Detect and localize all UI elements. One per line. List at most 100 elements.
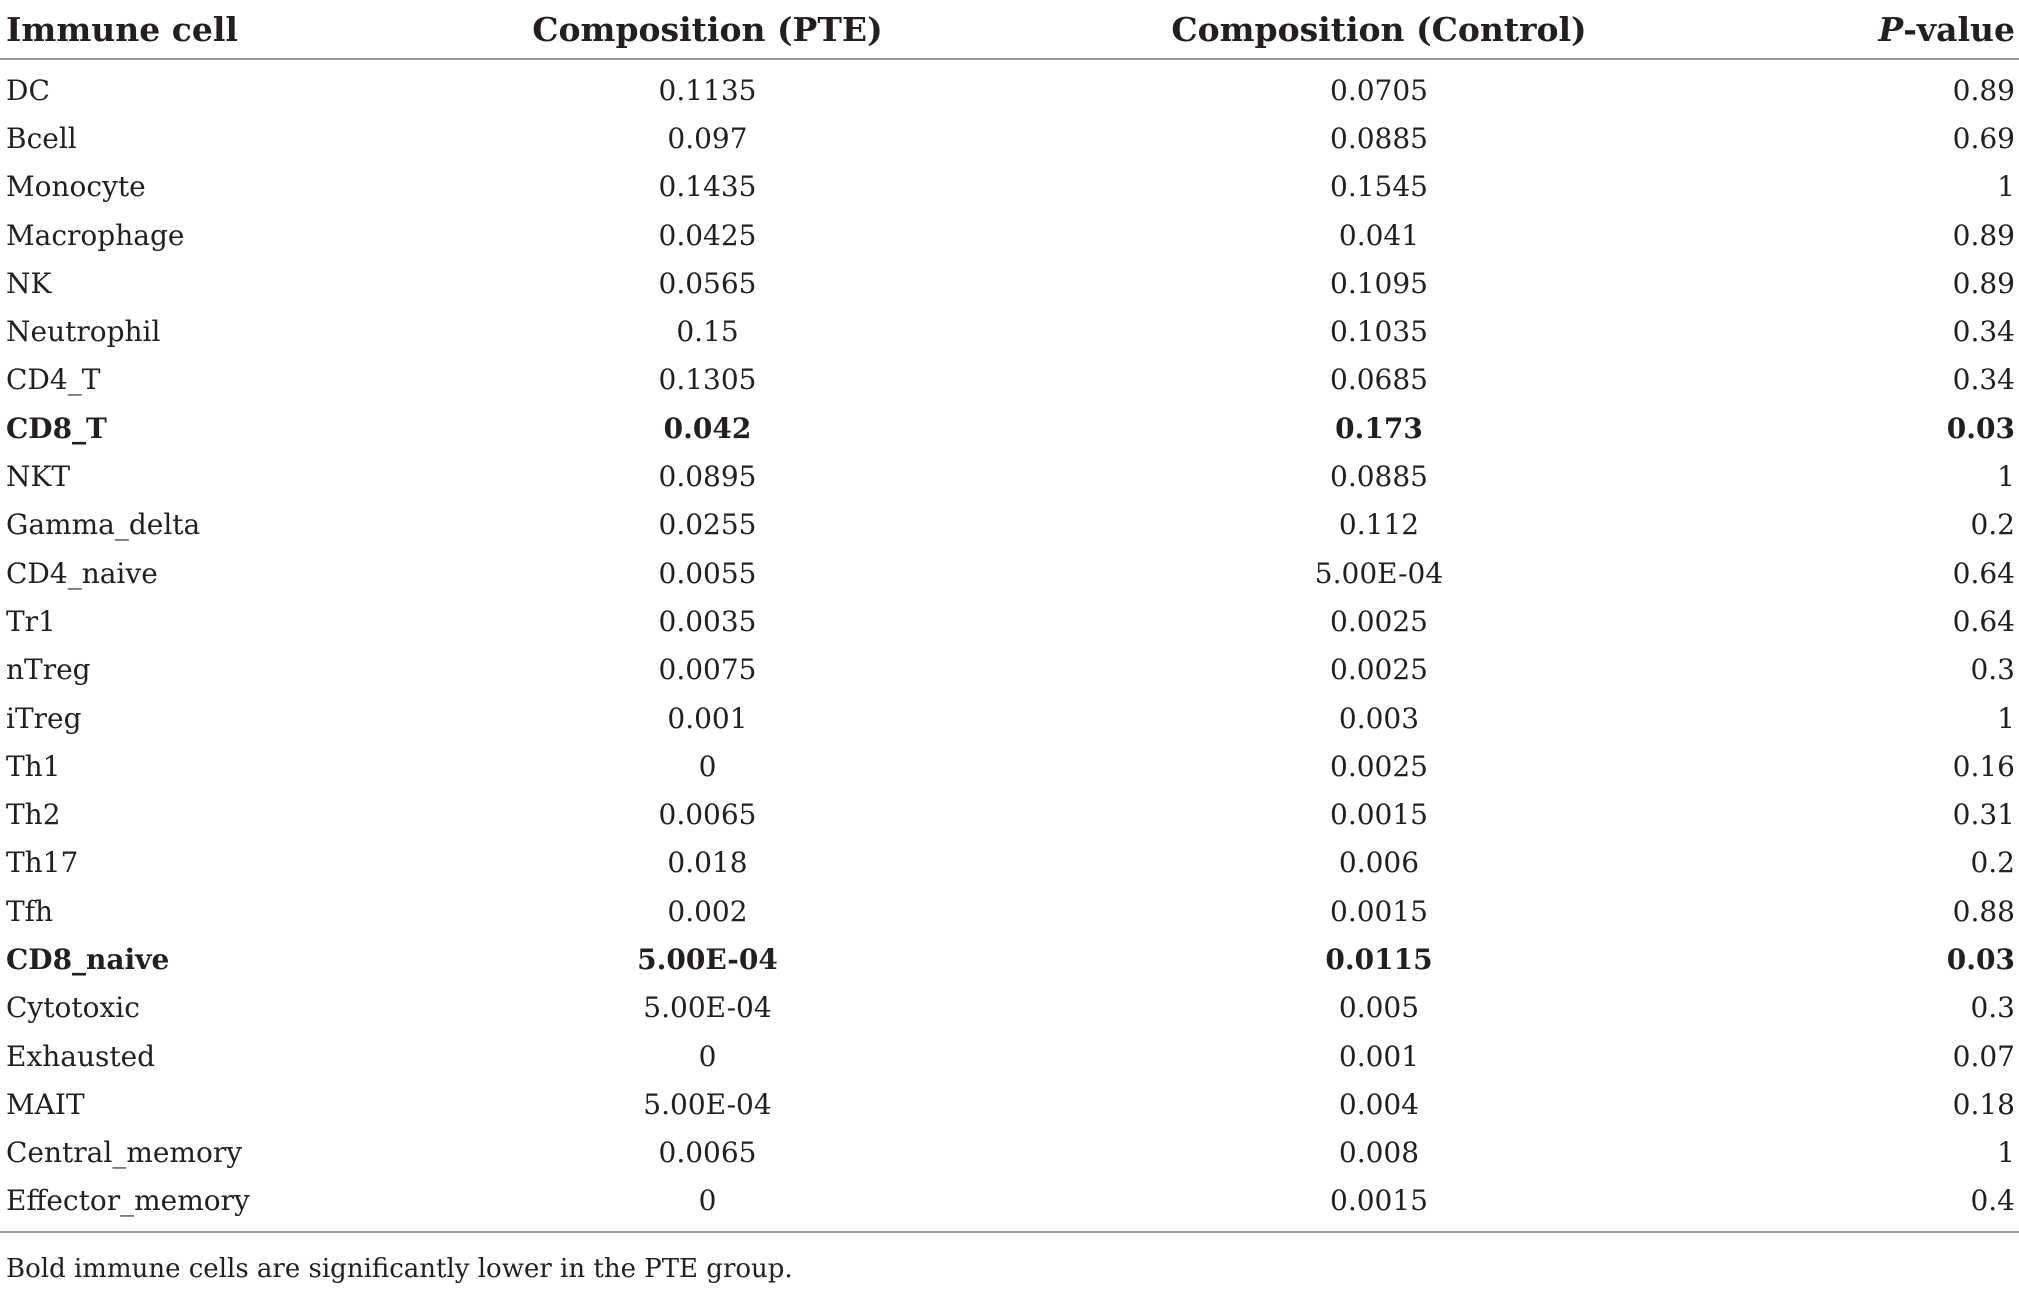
cell-immune-cell: CD8_naive	[6, 942, 170, 976]
table-row: CD4_T 0.1305 0.0685 0.34	[0, 356, 2019, 404]
cell-immune-cell: iTreg	[6, 701, 82, 735]
cell-composition-control: 0.0115	[1325, 942, 1433, 976]
cell-immune-cell: Effector_memory	[0, 1176, 420, 1234]
cell-p-value: 0.2	[1970, 846, 2015, 880]
cell-composition-pte: 0.1135	[658, 73, 757, 107]
cell-p-value: 0.18	[1952, 1087, 2015, 1121]
header-p-suffix: -value	[1903, 9, 2015, 49]
cell-immune-cell: Monocyte	[6, 170, 146, 204]
cell-p-value: 0.2	[1970, 508, 2015, 542]
cell-p-value: 0.3	[1970, 991, 2015, 1025]
cell-composition-control: 0.006	[1338, 846, 1420, 880]
table-row: Macrophage 0.0425 0.041 0.89	[0, 211, 2019, 259]
cell-p-value: 0.64	[1952, 604, 2015, 638]
cell-composition-control: 0.0885	[1330, 460, 1428, 494]
cell-composition-pte: 5.00E-04	[643, 1087, 772, 1121]
cell-immune-cell: CD4_T	[6, 363, 101, 397]
table-row: DC 0.1135 0.0705 0.89	[0, 59, 2019, 114]
header-row: Immune cell Composition (PTE) Compositio…	[0, 0, 2019, 60]
cell-composition-control: 0.0025	[1330, 653, 1428, 687]
cell-composition-pte: 0.042	[663, 411, 752, 445]
cell-p-value: 1	[1997, 1136, 2015, 1170]
cell-composition-pte: 0.1305	[658, 363, 757, 397]
cell-immune-cell: nTreg	[6, 653, 91, 687]
header-p-letter: P	[1878, 9, 1904, 49]
table-row: Cytotoxic 5.00E-04 0.005 0.3	[0, 984, 2019, 1032]
cell-immune-cell: NK	[6, 266, 52, 300]
table-row: CD8_naive 5.00E-04 0.0115 0.03	[0, 935, 2019, 983]
cell-composition-control: 5.00E-04	[1314, 556, 1444, 590]
cell-p-value: 1	[1997, 460, 2015, 494]
cell-p-value: 0.88	[1952, 894, 2015, 928]
cell-p-value: 0.34	[1952, 315, 2015, 349]
cell-composition-control: 0.0025	[1330, 749, 1428, 783]
cell-composition-control: 0.0015	[1330, 798, 1428, 832]
header-composition-pte: Composition (PTE)	[420, 0, 995, 60]
cell-immune-cell: Bcell	[6, 121, 77, 155]
cell-immune-cell: Th1	[6, 749, 61, 783]
cell-composition-pte: 5.00E-04	[643, 991, 772, 1025]
cell-immune-cell: Th17	[6, 846, 79, 880]
cell-composition-control: 0.1545	[1330, 170, 1428, 204]
table-row: Tr1 0.0035 0.0025 0.64	[0, 597, 2019, 645]
immune-cell-composition-table: Immune cell Composition (PTE) Compositio…	[0, 0, 2019, 1234]
table-row: Monocyte 0.1435 0.1545 1	[0, 163, 2019, 211]
table-row: CD4_naive 0.0055 5.00E-04 0.64	[0, 549, 2019, 597]
cell-composition-pte: 0.0565	[658, 266, 757, 300]
cell-immune-cell: CD4_naive	[6, 556, 158, 590]
table-row: Th1 0 0.0025 0.16	[0, 742, 2019, 790]
cell-p-value: 0.03	[1946, 411, 2015, 445]
cell-composition-pte: 0.002	[667, 894, 748, 928]
cell-composition-control: 0.0015	[1330, 894, 1428, 928]
cell-composition-pte: 0	[698, 749, 717, 783]
cell-composition-pte: 0.0055	[658, 556, 757, 590]
table-row: NK 0.0565 0.1095 0.89	[0, 259, 2019, 307]
header-composition-control: Composition (Control)	[995, 0, 1763, 60]
cell-p-value: 0.89	[1952, 266, 2015, 300]
cell-composition-pte: 0.0895	[658, 460, 757, 494]
cell-immune-cell: NKT	[6, 460, 71, 494]
cell-composition-control: 0.001	[1338, 1039, 1420, 1073]
table-row: Bcell 0.097 0.0885 0.69	[0, 114, 2019, 162]
cell-composition-control: 0.0705	[1330, 73, 1428, 107]
cell-immune-cell: DC	[6, 73, 50, 107]
table-row: Th2 0.0065 0.0015 0.31	[0, 790, 2019, 838]
cell-immune-cell: Tr1	[6, 604, 56, 638]
cell-composition-control: 0.112	[1338, 508, 1420, 542]
cell-composition-control: 0.0015	[995, 1176, 1763, 1234]
table-row: nTreg 0.0075 0.0025 0.3	[0, 646, 2019, 694]
cell-composition-control: 0.0885	[1330, 121, 1428, 155]
cell-composition-control: 0.1035	[1330, 315, 1428, 349]
cell-composition-pte: 0.0035	[658, 604, 757, 638]
cell-composition-control: 0.173	[1335, 411, 1423, 445]
table-row: CD8_T 0.042 0.173 0.03	[0, 404, 2019, 452]
cell-p-value: 0.07	[1952, 1039, 2015, 1073]
cell-p-value: 1	[1997, 170, 2015, 204]
header-p-value: P-value	[1763, 0, 2019, 60]
cell-immune-cell: Macrophage	[6, 218, 185, 252]
table-row: Neutrophil 0.15 0.1035 0.34	[0, 307, 2019, 355]
cell-composition-pte: 0.097	[667, 121, 748, 155]
cell-composition-control: 0.004	[1338, 1087, 1420, 1121]
cell-composition-control: 0.003	[1338, 701, 1420, 735]
table-body: DC 0.1135 0.0705 0.89 Bcell 0.097 0.0885 0.69 Mo…	[0, 59, 2019, 1234]
cell-p-value: 0.64	[1952, 556, 2015, 590]
cell-composition-control: 0.0685	[1330, 363, 1428, 397]
cell-immune-cell: Th2	[6, 798, 61, 832]
cell-immune-cell: Central_memory	[6, 1136, 243, 1170]
cell-composition-control: 0.0025	[1330, 604, 1428, 638]
cell-immune-cell: Cytotoxic	[6, 991, 140, 1025]
cell-composition-control: 0.005	[1338, 991, 1420, 1025]
cell-composition-pte: 0.0255	[658, 508, 757, 542]
cell-p-value: 0.89	[1952, 73, 2015, 107]
cell-composition-control: 0.041	[1338, 218, 1420, 252]
cell-composition-pte: 0.0075	[658, 653, 757, 687]
cell-composition-pte: 0.1435	[658, 170, 757, 204]
table-row: Effector_memory 0 0.0015 0.4	[0, 1176, 2019, 1234]
cell-p-value: 0.3	[1970, 653, 2015, 687]
cell-immune-cell: CD8_T	[6, 411, 107, 445]
table-row: iTreg 0.001 0.003 1	[0, 694, 2019, 742]
cell-p-value: 0.69	[1952, 121, 2015, 155]
cell-composition-pte: 5.00E-04	[637, 942, 778, 976]
cell-composition-pte: 0	[698, 1039, 717, 1073]
